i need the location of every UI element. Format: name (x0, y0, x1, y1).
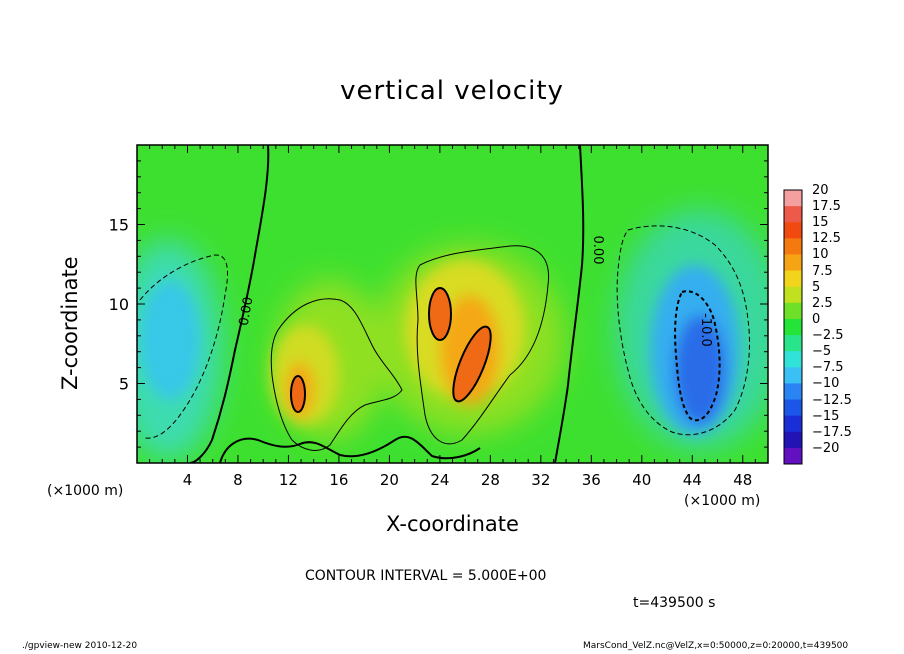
time-label: t=439500 s (633, 595, 716, 611)
colorbar-label: −7.5 (812, 360, 844, 376)
colorbar-swatch (784, 302, 802, 320)
colorbar-label: −15 (812, 408, 840, 424)
colorbar-swatch (784, 431, 802, 449)
x-tick-label: 44 (683, 471, 702, 489)
colorbar-swatch (784, 351, 802, 368)
footer-right: MarsCond_VelZ.nc@VelZ,x=0:50000,z=0:2000… (583, 641, 849, 651)
y-tick-label: 15 (109, 216, 129, 235)
colorbar-label: −12.5 (812, 392, 852, 408)
colorbar-swatch (784, 367, 802, 384)
updraft-core-a (429, 288, 451, 340)
contour-neg5-left (139, 254, 228, 439)
colorbar-swatch (784, 222, 802, 239)
y-tick-label: 10 (109, 295, 129, 314)
colorbar-label: −10 (812, 376, 840, 392)
colorbar-swatch (784, 238, 802, 255)
colorbar-label: 0 (812, 311, 821, 327)
colorbar (783, 189, 803, 465)
contour-label: 0.00 (237, 296, 257, 327)
colorbar-swatch (784, 286, 802, 304)
colorbar-swatch (784, 270, 802, 288)
colorbar-label: 12.5 (812, 231, 841, 247)
y-axis: 5 10 15 (109, 160, 768, 448)
colorbar-swatch (784, 415, 802, 433)
colorbar-label: 15 (812, 215, 829, 231)
x-unit-left: (×1000 m) (47, 483, 124, 499)
updraft-core-c (291, 376, 305, 412)
contour-10-c (290, 375, 306, 413)
contour-10-a (428, 287, 452, 341)
y-tick-label: 5 (119, 375, 129, 394)
x-tick-label: 4 (183, 471, 193, 489)
x-tick-label: 16 (329, 471, 348, 489)
colorbar-swatch (784, 383, 802, 401)
y-axis-label: Z-coordinate (58, 256, 82, 390)
x-tick-label: 12 (279, 471, 298, 489)
contour-5-center (415, 245, 550, 445)
contour-neg5-right (616, 225, 750, 436)
colorbar-swatch (784, 190, 802, 207)
contour-neg10-right (674, 290, 721, 422)
zero-contour-right (554, 145, 585, 463)
colorbar-label: −17.5 (812, 424, 852, 440)
colorbar-swatch (784, 447, 802, 465)
x-tick-label: 40 (632, 471, 651, 489)
x-tick-label: 8 (233, 471, 243, 489)
left-downdraft-core (140, 280, 200, 400)
colorbar-swatch (784, 335, 802, 352)
zero-contour-left (189, 145, 270, 463)
x-tick-label: 20 (380, 471, 399, 489)
contour-10-b (452, 325, 492, 403)
x-tick-label: 32 (531, 471, 550, 489)
colorbar-label: 10 (812, 247, 829, 263)
colorbar-swatch (784, 399, 802, 417)
colorbar-label: 5 (812, 279, 821, 295)
colorbar-swatch (784, 318, 802, 336)
colorbar-swatch (784, 206, 802, 223)
colorbar-label: 20 (812, 183, 829, 198)
x-tick-label: 28 (481, 471, 500, 489)
right-downdraft-core (674, 315, 726, 425)
colorbar-label: 2.5 (812, 295, 833, 311)
contour-interval-text: CONTOUR INTERVAL = 5.000E+00 (305, 568, 547, 584)
x-unit-right: (×1000 m) (684, 493, 761, 509)
zero-contour-base (219, 435, 481, 463)
updraft-core-b (453, 326, 491, 402)
footer-left: ./gpview-new 2010-12-20 (22, 641, 138, 651)
x-axis: 4 8 12 16 20 24 28 32 36 40 44 48 (149, 145, 756, 489)
colorbar-label: 7.5 (812, 263, 833, 279)
x-axis-label: X-coordinate (386, 512, 519, 536)
contour-label: 0.00 (590, 236, 605, 265)
contour-labels: 0.00 0.00 -10.0 (237, 236, 713, 347)
colorbar-label: −5 (812, 344, 832, 360)
colorbar-frame (783, 189, 803, 465)
heatmap-field (137, 145, 768, 463)
contour-lines (139, 145, 750, 463)
colorbar-label: 17.5 (812, 199, 841, 215)
contour-label: -10.0 (698, 313, 713, 347)
x-tick-label: 24 (430, 471, 449, 489)
colorbar-label: −2.5 (812, 328, 844, 344)
colorbar-label: −20 (812, 440, 840, 456)
x-tick-label: 36 (582, 471, 601, 489)
contour-5-left (270, 298, 403, 451)
chart-title: vertical velocity (340, 76, 564, 106)
x-tick-label: 48 (733, 471, 752, 489)
colorbar-swatch (784, 254, 802, 272)
